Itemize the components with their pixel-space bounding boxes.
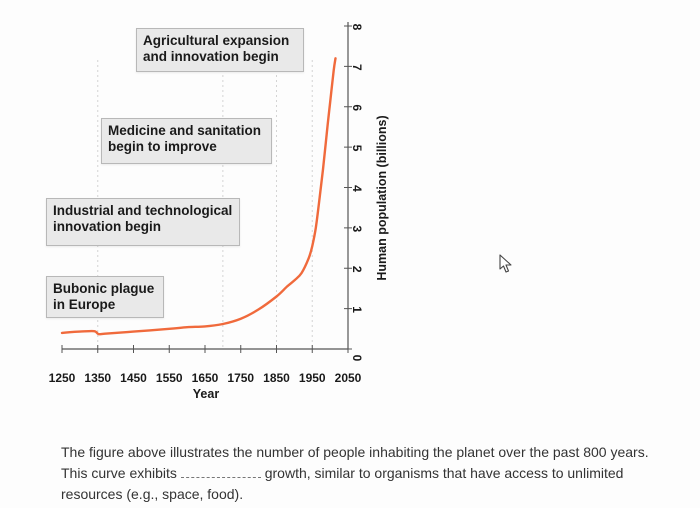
x-tick-label: 2050 xyxy=(335,371,362,385)
x-tick-label: 1550 xyxy=(156,371,183,385)
answer-blank[interactable] xyxy=(180,465,261,478)
annotation-industrial: Industrial and technological innovation … xyxy=(46,198,240,246)
y-tick-label: 0 xyxy=(350,355,364,362)
x-tick-label: 1250 xyxy=(49,371,76,385)
y-tick-label: 7 xyxy=(350,64,364,71)
caption-part-1: The figure above illustrates the number … xyxy=(61,444,649,481)
x-tick-label: 1850 xyxy=(263,371,290,385)
y-tick-label: 4 xyxy=(350,185,364,192)
y-tick-label: 5 xyxy=(350,145,364,152)
x-tick-label: 1750 xyxy=(227,371,254,385)
y-tick-label: 8 xyxy=(350,24,364,31)
mouse-pointer-icon xyxy=(498,254,514,279)
y-tick-label: 1 xyxy=(350,306,364,313)
x-axis-label: Year xyxy=(193,387,220,401)
y-tick-label: 6 xyxy=(350,104,364,111)
population-line xyxy=(60,57,337,336)
y-axis-label: Human population (billions) xyxy=(375,115,389,280)
annotation-bubonic: Bubonic plague in Europe xyxy=(46,276,164,318)
question-caption: The figure above illustrates the number … xyxy=(61,442,671,505)
x-tick-label: 1450 xyxy=(120,371,147,385)
x-tick-label: 1650 xyxy=(192,371,219,385)
x-tick-label: 1950 xyxy=(299,371,326,385)
y-tick-label: 3 xyxy=(350,226,364,233)
x-tick-label: 1350 xyxy=(84,371,111,385)
annotation-agricultural: Agricultural expansion and innovation be… xyxy=(136,28,304,72)
annotation-medicine: Medicine and sanitation begin to improve xyxy=(101,118,272,164)
y-tick-label: 2 xyxy=(350,266,364,273)
caption-part-2: growth, similar to organisms that have a… xyxy=(61,465,624,502)
